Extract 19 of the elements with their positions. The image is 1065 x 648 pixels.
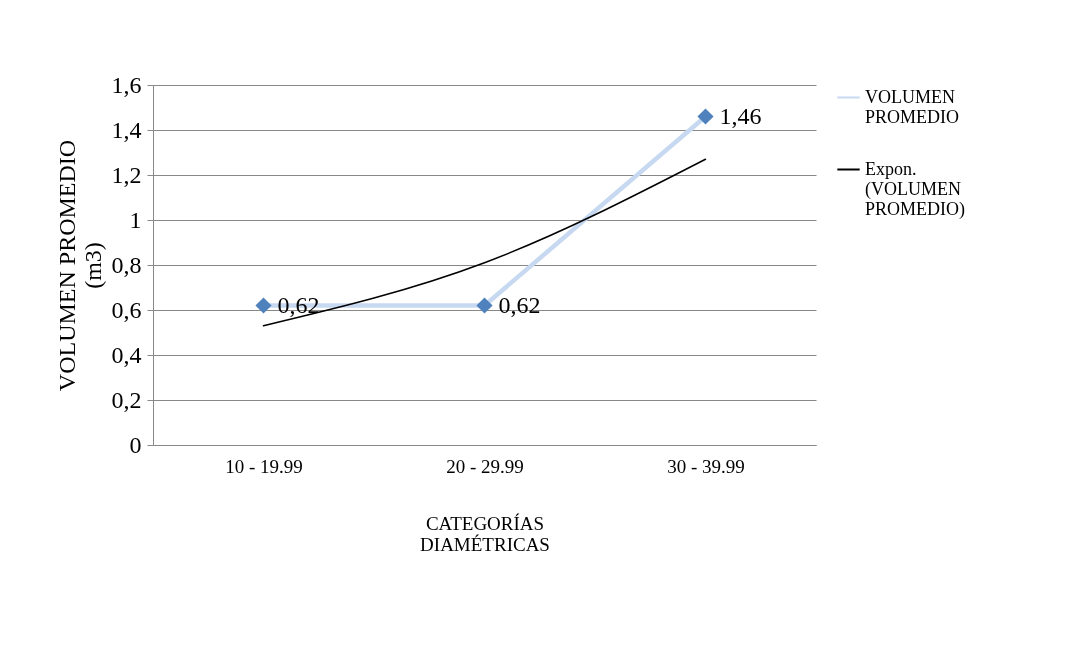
y-tick-label: 0,2 [111,386,142,413]
y-tick-label: 1,2 [111,161,142,188]
data-label: 0,62 [498,291,541,318]
y-tick-label: 0,6 [111,296,142,323]
x-tick-label: 20 - 29.99 [446,455,524,477]
legend-label: Expon. (VOLUMEN PROMEDIO) [865,158,966,220]
y-axis-title: VOLUMEN PROMEDIO (m3) [53,139,106,392]
y-tick-label: 0,8 [111,251,142,278]
y-tick-label: 0,4 [111,341,142,368]
data-label: 0,62 [277,291,320,318]
data-label: 1,46 [719,102,762,129]
y-tick-label: 1,4 [111,116,142,143]
x-tick-label: 30 - 39.99 [667,455,745,477]
x-tick-label: 10 - 19.99 [225,455,303,477]
y-tick-label: 0 [129,431,142,458]
y-tick-label: 1,6 [111,71,142,98]
y-tick-label: 1 [129,206,142,233]
legend-label: VOLUMEN PROMEDIO [865,86,960,127]
x-axis-title: CATEGORÍAS DIAMÉTRICAS [420,512,550,555]
